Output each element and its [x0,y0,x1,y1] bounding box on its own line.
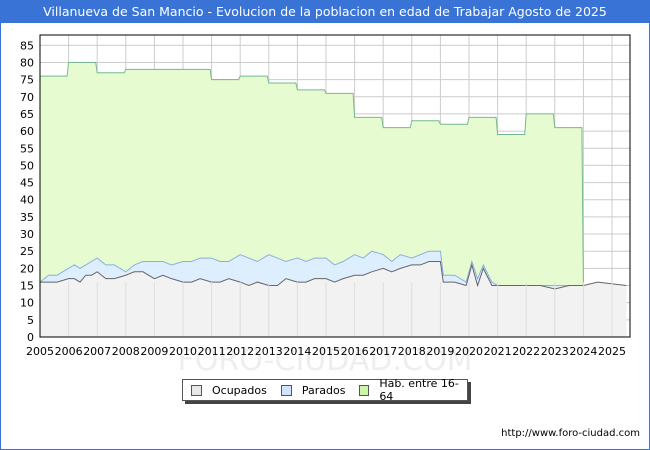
parados-swatch-icon [280,384,292,396]
svg-text:0: 0 [27,331,34,344]
svg-text:2006: 2006 [55,345,83,358]
svg-text:2011: 2011 [198,345,226,358]
legend-label: Ocupados [212,383,267,397]
svg-text:2009: 2009 [140,345,168,358]
svg-text:2024: 2024 [569,345,597,358]
svg-text:80: 80 [20,56,34,69]
svg-text:55: 55 [20,142,34,155]
legend-item-ocupados: Ocupados [191,384,267,397]
svg-text:50: 50 [20,159,34,172]
svg-text:10: 10 [20,297,34,310]
source-url: http://www.foro-ciudad.com [501,428,640,439]
svg-text:30: 30 [20,228,34,241]
svg-text:2019: 2019 [426,345,454,358]
legend-label: Hab. entre 16-64 [379,377,459,403]
svg-text:35: 35 [20,211,34,224]
svg-text:65: 65 [20,108,34,121]
svg-text:5: 5 [27,314,34,327]
svg-text:60: 60 [20,125,34,138]
svg-text:2025: 2025 [598,345,626,358]
svg-text:2015: 2015 [312,345,340,358]
svg-text:2010: 2010 [169,345,197,358]
svg-text:70: 70 [20,91,34,104]
svg-text:2018: 2018 [398,345,426,358]
legend-item-hab: Hab. entre 16-64 [359,377,461,403]
legend: Ocupados Parados Hab. entre 16-64 [182,377,468,403]
svg-text:85: 85 [20,39,34,52]
svg-text:2014: 2014 [283,345,311,358]
svg-text:2005: 2005 [26,345,54,358]
svg-text:15: 15 [20,280,34,293]
svg-text:40: 40 [20,194,34,207]
legend-item-parados: Parados [280,383,346,397]
svg-text:25: 25 [20,245,34,258]
svg-text:45: 45 [20,177,34,190]
ocupados-swatch-icon [191,384,202,396]
svg-text:2008: 2008 [112,345,140,358]
legend-label: Parados [301,383,346,397]
svg-text:2022: 2022 [512,345,540,358]
svg-text:2023: 2023 [541,345,569,358]
svg-text:75: 75 [20,74,34,87]
svg-text:2012: 2012 [226,345,254,358]
series-areas [39,61,627,338]
svg-text:2020: 2020 [455,345,483,358]
svg-text:20: 20 [20,262,34,275]
hab-swatch-icon [359,384,370,396]
svg-text:2021: 2021 [484,345,512,358]
svg-text:2013: 2013 [255,345,283,358]
svg-text:2016: 2016 [341,345,369,358]
svg-text:2017: 2017 [369,345,397,358]
watermark: FORO-CIUDAD.COM [178,343,473,378]
svg-text:2007: 2007 [83,345,111,358]
chart-title: Villanueva de San Mancio - Evolucion de … [0,0,650,23]
